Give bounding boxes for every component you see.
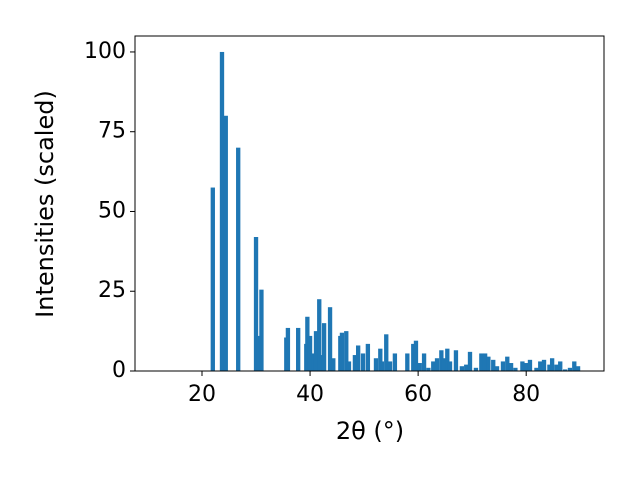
- bar: [500, 361, 506, 371]
- bar: [554, 364, 559, 371]
- bar: [459, 366, 465, 371]
- bar: [527, 359, 533, 371]
- bar: [534, 367, 539, 371]
- bar: [558, 361, 563, 371]
- bar: [538, 361, 543, 371]
- bar: [317, 299, 322, 371]
- bar: [307, 335, 313, 371]
- bar: [339, 332, 345, 371]
- bar: [447, 361, 453, 371]
- bar: [365, 343, 371, 371]
- bar: [445, 348, 450, 371]
- bar: [562, 369, 568, 371]
- y-tick-label: 100: [84, 39, 126, 64]
- bar: [223, 115, 228, 371]
- bar: [285, 327, 291, 371]
- x-tick-label: 80: [512, 382, 540, 407]
- bar: [378, 348, 383, 371]
- bar: [305, 316, 310, 371]
- bar: [219, 51, 225, 371]
- bar: [379, 361, 385, 371]
- plot-frame: [134, 35, 605, 372]
- bar: [524, 363, 529, 371]
- bar: [387, 361, 393, 371]
- bar: [346, 361, 352, 371]
- bar: [453, 350, 459, 371]
- bar: [479, 353, 484, 371]
- x-tick-label: 20: [188, 382, 216, 407]
- bar: [413, 340, 419, 371]
- bar: [253, 237, 259, 371]
- bar: [549, 358, 555, 371]
- bar: [256, 335, 261, 371]
- x-tick-label: 40: [296, 382, 324, 407]
- x-tick-label: 60: [404, 382, 432, 407]
- bar: [431, 361, 436, 371]
- bar: [331, 358, 336, 371]
- bar: [355, 345, 361, 371]
- bar: [426, 367, 431, 371]
- y-tick-label: 75: [98, 119, 126, 144]
- bar: [434, 358, 440, 371]
- bar: [344, 331, 349, 371]
- bar: [259, 289, 264, 371]
- bar: [313, 331, 319, 371]
- y-tick-label: 50: [98, 198, 126, 223]
- bar: [491, 359, 496, 371]
- bar: [296, 327, 301, 371]
- bar: [421, 353, 427, 371]
- y-axis-label: Intensities (scaled): [31, 90, 59, 318]
- bar: [575, 366, 581, 371]
- x-axis-label: 2θ (°): [336, 417, 404, 445]
- bar: [482, 353, 488, 371]
- bar: [567, 367, 573, 371]
- bar: [541, 359, 547, 371]
- bar: [373, 358, 379, 371]
- bar: [508, 363, 514, 371]
- bar: [417, 363, 422, 371]
- bar: [547, 364, 552, 371]
- bar: [405, 353, 410, 371]
- bar: [236, 147, 241, 371]
- bar: [384, 334, 389, 371]
- bar: [572, 361, 577, 371]
- bar: [486, 356, 491, 371]
- bar: [464, 364, 469, 371]
- bar: [505, 356, 510, 371]
- bar: [473, 367, 479, 371]
- bar: [513, 367, 518, 371]
- bar: [327, 307, 333, 371]
- bar: [360, 353, 366, 371]
- bar: [520, 361, 525, 371]
- bar: [321, 323, 327, 371]
- bar: [467, 351, 473, 371]
- bar: [352, 355, 358, 371]
- bar: [411, 343, 416, 371]
- y-tick-label: 0: [112, 358, 126, 383]
- bar: [210, 187, 215, 371]
- bar: [441, 358, 447, 371]
- bar: [392, 353, 398, 371]
- y-tick-label: 25: [98, 278, 126, 303]
- bar: [494, 366, 500, 371]
- bar: [439, 350, 444, 371]
